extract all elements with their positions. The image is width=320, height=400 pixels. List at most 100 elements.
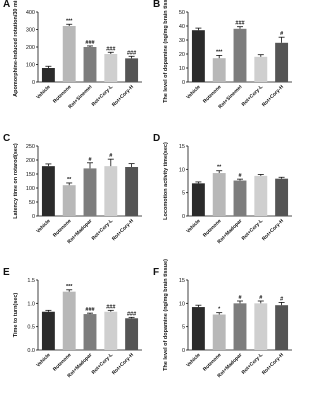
x-tick-label: Rot+Cory-H: [261, 84, 285, 108]
y-tick-label: 100: [26, 63, 35, 69]
y-tick-label: 250: [26, 144, 35, 150]
y-tick-label: 0: [182, 348, 185, 354]
x-tick-label: Vehicle: [185, 84, 202, 101]
x-tick-label: Rotenone: [202, 218, 223, 239]
y-tick-label: 15: [179, 278, 185, 284]
bar: [191, 183, 205, 216]
bar: [275, 305, 289, 350]
bar: [83, 314, 97, 350]
y-axis-label: The level of dopamine (ng/mg brain tissu…: [163, 0, 169, 103]
y-tick-label: 10: [179, 66, 185, 72]
x-tick-label: Vehicle: [35, 84, 52, 101]
x-tick-label: Rotenone: [52, 352, 73, 373]
panel-letter: B: [153, 0, 160, 10]
significance-label: **: [217, 165, 222, 171]
bar: [62, 291, 76, 350]
bar: [254, 56, 268, 82]
significance-label: ###: [127, 311, 136, 317]
bar: [125, 167, 139, 216]
bar: [62, 185, 76, 216]
panel-letter: A: [3, 0, 10, 10]
y-tick-label: 50: [29, 200, 35, 206]
figure: A Apomorphine-induced rotation/30 min 0100…: [3, 0, 292, 379]
significance-label: ###: [85, 40, 94, 46]
y-axis-label: Locomotion activity time(sec): [163, 142, 169, 220]
y-axis-label: The level of dopamine (ng/mg brain tissu…: [163, 259, 169, 371]
x-tick-label: Vehicle: [185, 218, 202, 235]
significance-label: #: [238, 295, 241, 301]
y-tick-label: 200: [26, 158, 35, 164]
y-tick-label: 1.5: [27, 278, 35, 284]
x-tick-label: Rot+Cory-H: [261, 218, 285, 242]
significance-label: #: [109, 153, 112, 159]
x-tick-label: Rot+Cory-H: [261, 352, 285, 376]
bar: [83, 168, 97, 216]
x-tick-label: Rotenone: [52, 218, 73, 239]
x-tick-label: Rot+Cory-H: [111, 84, 135, 108]
x-tick-label: Rot+Cory-H: [111, 352, 135, 376]
bar: [254, 303, 268, 350]
x-tick-label: Rotenone: [202, 352, 223, 373]
x-tick-label: Rotenone: [202, 84, 223, 105]
bar: [104, 311, 118, 350]
bar: [62, 26, 76, 82]
x-tick-label: Vehicle: [185, 352, 202, 369]
bar: [191, 307, 205, 350]
bar: [125, 318, 139, 350]
bar: [275, 42, 289, 82]
bar: [233, 28, 247, 82]
bar: [212, 314, 226, 350]
y-tick-label: 30: [179, 38, 185, 44]
significance-label: ***: [66, 284, 73, 290]
y-tick-label: 0: [182, 80, 185, 86]
y-tick-label: 40: [179, 24, 185, 30]
y-axis-label: Latency time on rotarod(sec): [13, 143, 19, 219]
significance-label: *: [218, 307, 221, 313]
y-tick-label: 50: [179, 10, 185, 16]
y-tick-label: 400: [26, 10, 35, 16]
bar: [212, 173, 226, 216]
y-tick-label: 300: [26, 28, 35, 34]
y-tick-label: 10: [179, 301, 185, 307]
bar: [104, 54, 118, 82]
y-tick-label: 10: [179, 167, 185, 173]
bar: [125, 58, 139, 82]
significance-label: ###: [106, 304, 115, 310]
bar: [233, 303, 247, 350]
significance-label: ###: [85, 307, 94, 313]
bar: [254, 175, 268, 216]
y-tick-label: 15: [179, 144, 185, 150]
bar: [233, 180, 247, 216]
panel-letter: F: [153, 267, 159, 278]
y-tick-label: 150: [26, 172, 35, 178]
significance-label: #: [238, 173, 241, 179]
x-tick-label: Rot+Cory-H: [111, 218, 135, 242]
y-axis-label: Apomorphine-induced rotation/30 min: [13, 0, 19, 97]
significance-label: ***: [66, 18, 73, 24]
panel-letter: D: [153, 133, 160, 144]
y-tick-label: 200: [26, 45, 35, 51]
significance-label: ###: [127, 50, 136, 56]
bar: [83, 47, 97, 82]
x-tick-label: Vehicle: [35, 352, 52, 369]
x-tick-label: Rotenone: [52, 84, 73, 105]
significance-label: #: [280, 296, 283, 302]
bar: [104, 166, 118, 216]
significance-label: ***: [216, 49, 223, 55]
y-tick-label: 5: [182, 325, 185, 331]
significance-label: **: [67, 177, 72, 183]
x-tick-label: Vehicle: [35, 218, 52, 235]
y-tick-label: 0: [32, 214, 35, 220]
y-tick-label: 0.5: [27, 325, 35, 331]
significance-label: ###: [235, 21, 244, 27]
y-tick-label: 1.0: [27, 301, 35, 307]
y-tick-label: 0: [182, 214, 185, 220]
bar: [41, 166, 55, 216]
bar: [275, 178, 289, 216]
panel-letter: E: [3, 267, 10, 278]
y-tick-label: 0: [32, 80, 35, 86]
bar: [41, 68, 55, 82]
bar: [191, 30, 205, 82]
panel-letter: C: [3, 133, 10, 144]
significance-label: #: [259, 295, 262, 301]
